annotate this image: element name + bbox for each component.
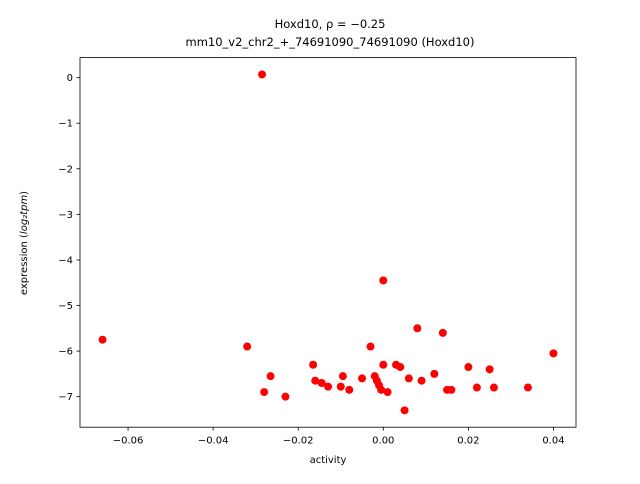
x-tick-label: 0.00 <box>372 436 394 447</box>
scatter-point <box>400 406 409 415</box>
scatter-point <box>358 374 367 383</box>
x-axis-label: activity <box>310 455 347 466</box>
scatter-point <box>317 378 326 387</box>
scatter-point <box>311 376 320 385</box>
scatter-point <box>324 382 332 391</box>
scatter-point <box>396 363 405 372</box>
x-tick-label: 0.02 <box>457 436 479 447</box>
y-tick-label: −1 <box>58 119 73 130</box>
chart-title-line1: Hoxd10, ρ = −0.25 <box>275 17 386 31</box>
y-axis-label-suffix: ) <box>19 191 30 195</box>
y-axis-label-math: log₂tpm <box>19 195 30 235</box>
scatter-point <box>489 383 498 392</box>
scatter-point <box>260 388 269 397</box>
y-tick-label: −2 <box>58 164 73 175</box>
axes-layer: −0.06 −0.04 −0.02 0.00 0.02 0.04 0 −1 −2 −3 −4 −5 −6… <box>58 57 577 447</box>
scatter-point <box>345 385 354 394</box>
y-tick-label: −3 <box>58 210 73 221</box>
scatter-point <box>464 363 473 372</box>
scatter-point <box>366 342 375 351</box>
scatter-point <box>243 342 252 351</box>
x-tick-label: 0.04 <box>542 436 564 447</box>
chart-title-line2: mm10_v2_chr2_+_74691090_74691090 (Hoxd10… <box>186 35 475 49</box>
scatter-point <box>266 372 275 381</box>
scatter-point <box>447 385 456 394</box>
scatter-point <box>309 360 318 369</box>
scatter-point <box>258 70 267 79</box>
scatter-point <box>379 360 388 369</box>
scatter-point <box>377 385 386 394</box>
scatter-point <box>472 383 481 392</box>
y-tick-label: −7 <box>58 392 73 403</box>
y-tick-label: −6 <box>58 347 73 358</box>
scatter-point <box>281 392 290 401</box>
scatter-point <box>413 324 422 333</box>
x-tick-label: −0.06 <box>113 436 144 447</box>
scatter-point <box>338 372 347 381</box>
scatter-point <box>523 383 532 392</box>
scatter-point <box>383 388 392 397</box>
y-axis-label-prefix: expression ( <box>19 234 30 295</box>
scatter-point <box>485 365 494 374</box>
scatter-point <box>379 276 388 285</box>
x-tick-label: −0.04 <box>198 436 229 447</box>
scatter-point <box>98 335 107 344</box>
scatter-point <box>417 376 426 385</box>
y-axis-label: expression (log₂tpm) <box>19 191 30 295</box>
scatter-point <box>438 328 447 337</box>
y-tick-label: −4 <box>58 255 73 266</box>
y-tick-label: 0 <box>67 73 73 84</box>
y-tick-label: −5 <box>58 301 73 312</box>
x-tick-label: −0.02 <box>283 436 314 447</box>
scatter-point <box>549 349 558 358</box>
scatter-point <box>430 369 439 378</box>
plot-border <box>79 57 577 428</box>
scatter-point <box>404 374 413 383</box>
scatter-point <box>336 382 345 391</box>
